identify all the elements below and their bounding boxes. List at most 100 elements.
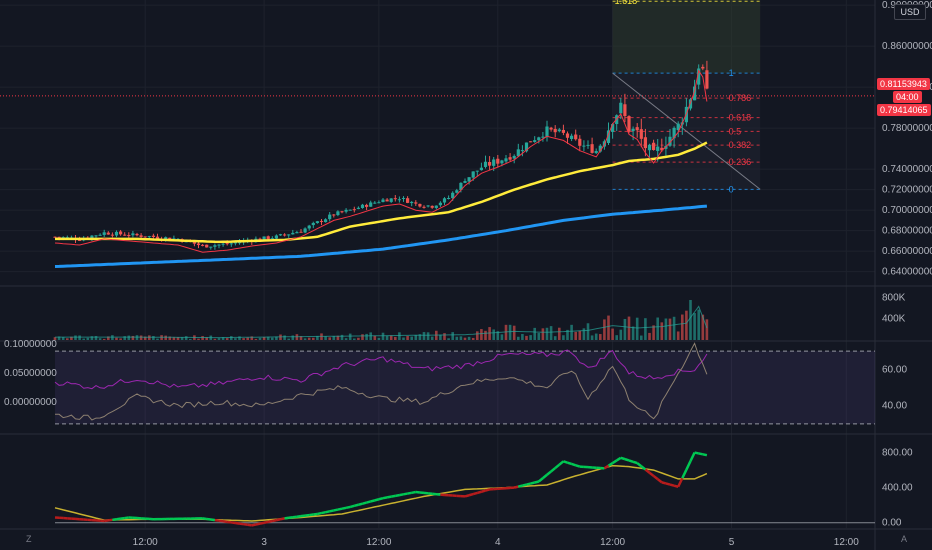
momentum-main-segment <box>399 493 404 497</box>
candle-body <box>172 238 176 240</box>
momentum-main-segment <box>231 521 236 525</box>
momentum-main-segment <box>276 518 281 522</box>
volume-bar <box>258 337 262 340</box>
candle-body <box>110 234 114 236</box>
time-tick-label: 5 <box>729 537 735 548</box>
momentum-main-segment <box>628 459 634 463</box>
price-tick-label: 0.72000000 <box>882 185 932 196</box>
momentum-main-segment <box>485 488 490 492</box>
volume-bar <box>189 339 192 340</box>
rsi-tick-label: 40.00 <box>882 401 907 412</box>
momentum-main-segment <box>546 470 552 476</box>
momentum-main-segment <box>624 457 630 462</box>
volume-bar <box>504 324 508 340</box>
volume-bar <box>373 335 377 340</box>
momentum-main-segment <box>702 453 708 457</box>
volume-bars <box>53 299 709 340</box>
candle-body <box>147 236 151 238</box>
momentum-main-segment <box>227 520 232 524</box>
time-tick-label: 12:00 <box>366 537 391 548</box>
candle-body <box>639 129 643 139</box>
candle-body <box>442 198 447 203</box>
candle-body <box>647 144 652 151</box>
candle-body <box>611 124 615 132</box>
volume-bar <box>238 336 241 340</box>
fibonacci-retracement[interactable]: 1.618 1 0.786 0.618 0.5 0.382 0.236 0 <box>612 0 761 194</box>
momentum-main-segment <box>481 489 486 493</box>
candle-body <box>135 233 139 236</box>
volume-bar <box>225 338 229 340</box>
candle-body <box>168 237 172 240</box>
momentum-main-segment <box>681 469 688 479</box>
candle-body <box>213 245 217 247</box>
candle-body <box>283 234 287 236</box>
volume-bar <box>701 314 705 340</box>
momentum-main-segment <box>685 460 692 471</box>
momentum-main-segment <box>341 506 347 510</box>
momentum-main-segment <box>665 482 671 486</box>
rsi-tick-label: 60.00 <box>882 364 907 375</box>
candle-body <box>504 158 508 162</box>
candle-body <box>57 236 61 238</box>
volume-bar <box>607 315 610 340</box>
volume-bar <box>283 335 286 340</box>
momentum-main-segment <box>534 480 540 484</box>
volume-bar <box>537 333 541 340</box>
currency-selector[interactable]: USD <box>894 4 926 20</box>
candle-body <box>348 209 352 211</box>
candle-body <box>553 128 557 133</box>
momentum-main-segment <box>222 520 228 524</box>
candle-body <box>106 232 110 235</box>
candle-body <box>237 242 242 244</box>
candle-body <box>541 136 545 138</box>
candle-body <box>594 150 598 154</box>
volume-bar <box>594 333 598 340</box>
momentum-main-segment <box>656 478 663 484</box>
momentum-main-segment <box>571 462 577 467</box>
momentum-main-segment <box>464 494 470 498</box>
volume-bar <box>61 337 65 340</box>
candle-body <box>451 192 455 199</box>
candle-body <box>701 66 705 69</box>
candle-body <box>229 243 233 245</box>
momentum-main-segment <box>329 509 335 513</box>
momentum-main-segment <box>395 493 400 498</box>
volume-bar <box>82 338 85 340</box>
time-tick-label: 3 <box>261 537 267 548</box>
volume-bar <box>562 335 565 340</box>
momentum-main-segment <box>272 518 277 523</box>
volume-bar <box>586 323 590 340</box>
moving-averages <box>54 69 708 268</box>
volume-bar <box>168 336 172 340</box>
volume-bar <box>521 333 524 340</box>
fib-zone-top <box>612 0 761 74</box>
volume-bar <box>184 336 188 340</box>
volume-bar <box>541 328 545 340</box>
volume-bar <box>217 338 221 340</box>
zoom-reset-icon[interactable]: Z <box>26 534 32 544</box>
candle-body <box>512 155 516 159</box>
volume-bar <box>385 335 389 340</box>
candle-body <box>114 231 119 236</box>
volume-bar <box>410 336 413 340</box>
volume-bar <box>439 334 442 340</box>
volume-bar <box>623 318 627 340</box>
momentum-main-segment <box>677 477 684 488</box>
candle-body <box>401 197 406 199</box>
volume-bar <box>656 317 659 340</box>
candle-body <box>496 158 500 164</box>
candle-body <box>381 199 385 203</box>
volume-bar <box>430 336 434 340</box>
volume-bar <box>558 327 561 340</box>
volume-bar <box>508 324 512 340</box>
rsi-series-line <box>54 349 708 390</box>
auto-scale-button[interactable]: A <box>901 534 908 544</box>
volume-bar <box>631 326 635 340</box>
candle-body <box>369 202 373 207</box>
volume-bar <box>57 336 61 340</box>
candle-body <box>570 135 574 140</box>
volume-bar <box>414 334 418 340</box>
momentum-main-segment <box>374 498 380 502</box>
momentum-main-segment <box>112 517 117 522</box>
